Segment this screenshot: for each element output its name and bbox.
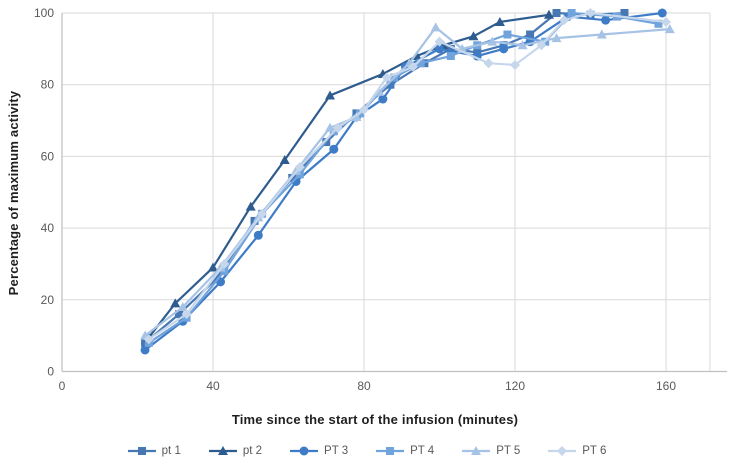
x-tick-label: 0 bbox=[59, 379, 66, 393]
legend-swatch-square-icon bbox=[127, 447, 156, 455]
legend-swatch-circle-icon bbox=[290, 446, 319, 456]
x-axis-title: Time since the start of the infusion (mi… bbox=[231, 412, 519, 427]
legend-swatch-square-icon bbox=[376, 447, 405, 455]
legend-label: PT 3 bbox=[324, 445, 349, 457]
legend-item-pt-3: PT 3 bbox=[289, 444, 348, 458]
axes bbox=[61, 13, 727, 373]
legend-item-pt-2: pt 2 bbox=[208, 444, 262, 458]
legend-swatch-triangle-icon bbox=[462, 446, 491, 455]
x-tick-label: 160 bbox=[656, 379, 676, 393]
series-pt-6 bbox=[143, 8, 671, 345]
y-tick-label: 0 bbox=[47, 365, 54, 379]
x-tick-label: 120 bbox=[505, 379, 525, 393]
legend-item-pt-6: PT 6 bbox=[547, 444, 606, 458]
x-tick-label: 80 bbox=[357, 379, 371, 393]
y-tick-label: 60 bbox=[41, 149, 55, 163]
plot-area: 0 40 80 120 160 0 20 40 60 80 100 bbox=[34, 6, 727, 393]
legend-label: pt 2 bbox=[242, 445, 263, 457]
legend-label: PT 6 bbox=[582, 445, 607, 457]
y-tick-label: 20 bbox=[41, 293, 55, 307]
gridlines bbox=[62, 12, 711, 372]
legend-swatch-triangle-icon bbox=[208, 446, 237, 455]
series-pt-2 bbox=[143, 9, 554, 342]
series-pt-3 bbox=[140, 8, 667, 355]
legend-item-pt-4: PT 4 bbox=[375, 444, 434, 458]
series-pt-4 bbox=[144, 9, 663, 347]
x-tick-label: 40 bbox=[206, 379, 220, 393]
tick-labels: 0 40 80 120 160 0 20 40 60 80 100 bbox=[34, 6, 676, 393]
legend-item-pt-1: pt 1 bbox=[127, 444, 181, 458]
y-tick-label: 40 bbox=[41, 221, 55, 235]
series-pt-1 bbox=[141, 9, 629, 347]
legend: pt 1 pt 2 PT 3 PT 4 PT 5 PT 6 bbox=[0, 444, 733, 458]
legend-item-pt-5: PT 5 bbox=[461, 444, 520, 458]
y-tick-label: 80 bbox=[41, 78, 55, 92]
legend-label: pt 1 bbox=[161, 445, 181, 457]
legend-label: PT 4 bbox=[410, 445, 435, 457]
y-tick-label: 100 bbox=[34, 6, 54, 20]
legend-swatch-diamond-icon bbox=[548, 446, 577, 456]
legend-label: PT 5 bbox=[496, 445, 521, 457]
